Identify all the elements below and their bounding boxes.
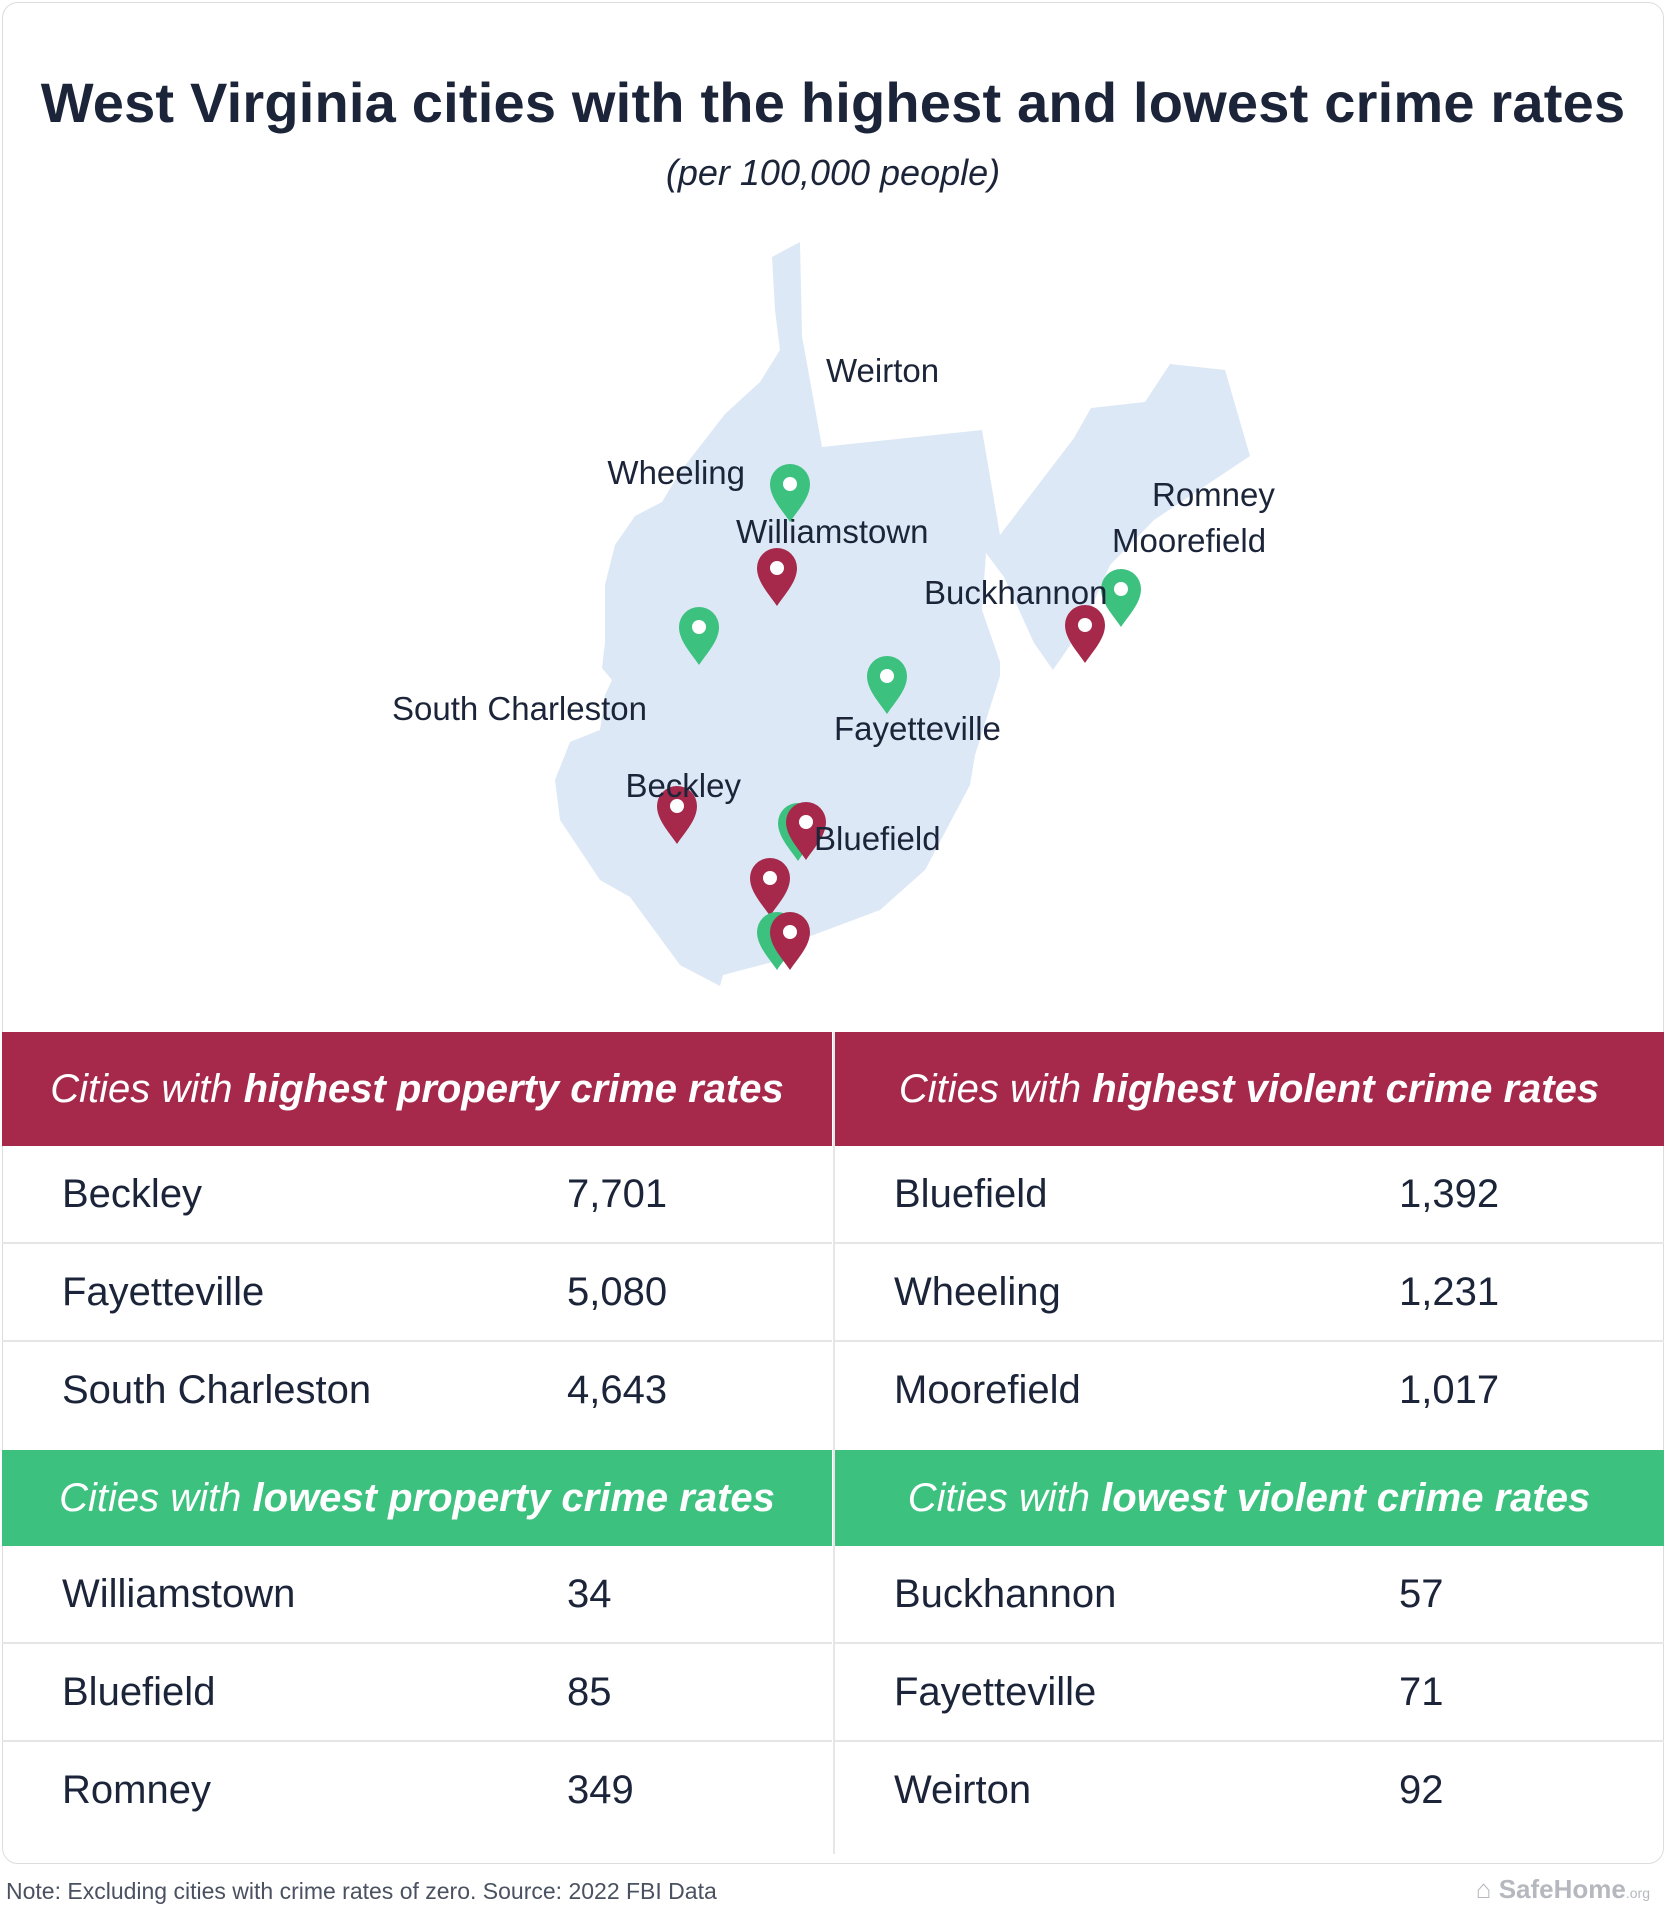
table-highest-property: Cities with highest property crime rates… xyxy=(2,1032,832,1438)
table-row: Bluefield 1,392 xyxy=(834,1146,1664,1244)
crime-rate: 4,643 xyxy=(567,1368,668,1412)
table-header: Cities with lowest property crime rates xyxy=(2,1450,832,1546)
table-row: South Charleston 4,643 xyxy=(2,1342,832,1438)
crime-rate: 1,231 xyxy=(1399,1270,1500,1314)
table-header: Cities with highest property crime rates xyxy=(2,1032,832,1146)
map-label-williamstown: Williamstown xyxy=(736,513,929,550)
table-row: Fayetteville 5,080 xyxy=(2,1244,832,1342)
state-shape xyxy=(555,242,1250,986)
map-label-fayetteville: Fayetteville xyxy=(834,710,1001,747)
city-name: Romney xyxy=(62,1768,211,1812)
table-row: Weirton 92 xyxy=(834,1742,1664,1838)
crime-rate: 5,080 xyxy=(567,1270,668,1314)
crime-rate: 34 xyxy=(567,1572,612,1616)
table-row: Moorefield 1,017 xyxy=(834,1342,1664,1438)
pin-bluefield-high xyxy=(770,912,810,970)
map-label-romney: Romney xyxy=(1152,476,1275,513)
crime-rate: 71 xyxy=(1399,1670,1444,1714)
column-divider xyxy=(833,1032,835,1854)
crime-rate: 85 xyxy=(567,1670,612,1714)
west-virginia-map: Weirton Wheeling Williamstown Romney Moo… xyxy=(392,242,1275,986)
city-name: Weirton xyxy=(894,1768,1032,1812)
pin-williamstown xyxy=(679,607,719,665)
city-name: Fayetteville xyxy=(894,1670,1097,1714)
pin-wheeling xyxy=(757,548,797,606)
table-row: Beckley 7,701 xyxy=(2,1146,832,1244)
map-label-bluefield: Bluefield xyxy=(814,820,941,857)
table-row: Bluefield 85 xyxy=(2,1644,832,1742)
city-name: Williamstown xyxy=(62,1572,296,1616)
crime-rate: 1,017 xyxy=(1399,1368,1500,1412)
map-label-wheeling: Wheeling xyxy=(607,454,745,491)
pin-weirton xyxy=(770,464,810,522)
pin-beckley xyxy=(750,858,790,916)
city-name: Fayetteville xyxy=(62,1270,265,1314)
table-row: Buckhannon 57 xyxy=(834,1546,1664,1644)
map-label-buckhannon: Buckhannon xyxy=(924,574,1107,611)
map-label-south-charleston: South Charleston xyxy=(392,690,647,727)
page-subtitle: (per 100,000 people) xyxy=(665,152,1001,193)
crime-rate: 57 xyxy=(1399,1572,1444,1616)
table-highest-violent: Cities with highest violent crime rates … xyxy=(834,1032,1664,1438)
city-name: Buckhannon xyxy=(894,1572,1117,1616)
crime-tables: Cities with highest property crime rates… xyxy=(2,1032,1664,1854)
footer-note: Note: Excluding cities with crime rates … xyxy=(6,1878,717,1904)
city-name: Beckley xyxy=(62,1172,203,1216)
pin-fayetteville-high xyxy=(786,802,826,860)
pin-buckhannon xyxy=(867,656,907,714)
crime-rate: 349 xyxy=(567,1768,634,1812)
pin-south-charleston xyxy=(657,786,697,844)
table-row: Romney 349 xyxy=(2,1742,832,1838)
city-name: Wheeling xyxy=(894,1270,1061,1314)
brand-logo: ⌂ SafeHome.org xyxy=(1475,1874,1650,1904)
city-name: Moorefield xyxy=(894,1368,1081,1412)
table-row: Fayetteville 71 xyxy=(834,1644,1664,1742)
table-row: Wheeling 1,231 xyxy=(834,1244,1664,1342)
pin-romney xyxy=(1101,569,1141,627)
page-title: West Virginia cities with the highest an… xyxy=(40,71,1626,134)
city-name: Bluefield xyxy=(62,1670,216,1714)
city-name: Bluefield xyxy=(894,1172,1048,1216)
map-label-weirton: Weirton xyxy=(826,352,939,389)
crime-rate: 92 xyxy=(1399,1768,1444,1812)
city-name: South Charleston xyxy=(62,1368,372,1412)
map-label-beckley: Beckley xyxy=(625,767,741,804)
house-icon: ⌂ xyxy=(1475,1874,1492,1904)
table-header: Cities with lowest violent crime rates xyxy=(834,1450,1664,1546)
table-lowest-property: Cities with lowest property crime rates … xyxy=(2,1450,832,1838)
table-row: Williamstown 34 xyxy=(2,1546,832,1644)
map-label-moorefield: Moorefield xyxy=(1112,522,1266,559)
pin-moorefield xyxy=(1065,605,1105,663)
table-lowest-violent: Cities with lowest violent crime rates B… xyxy=(834,1450,1664,1838)
crime-rate: 1,392 xyxy=(1399,1172,1500,1216)
table-header: Cities with highest violent crime rates xyxy=(834,1032,1664,1146)
crime-rate: 7,701 xyxy=(567,1172,668,1216)
